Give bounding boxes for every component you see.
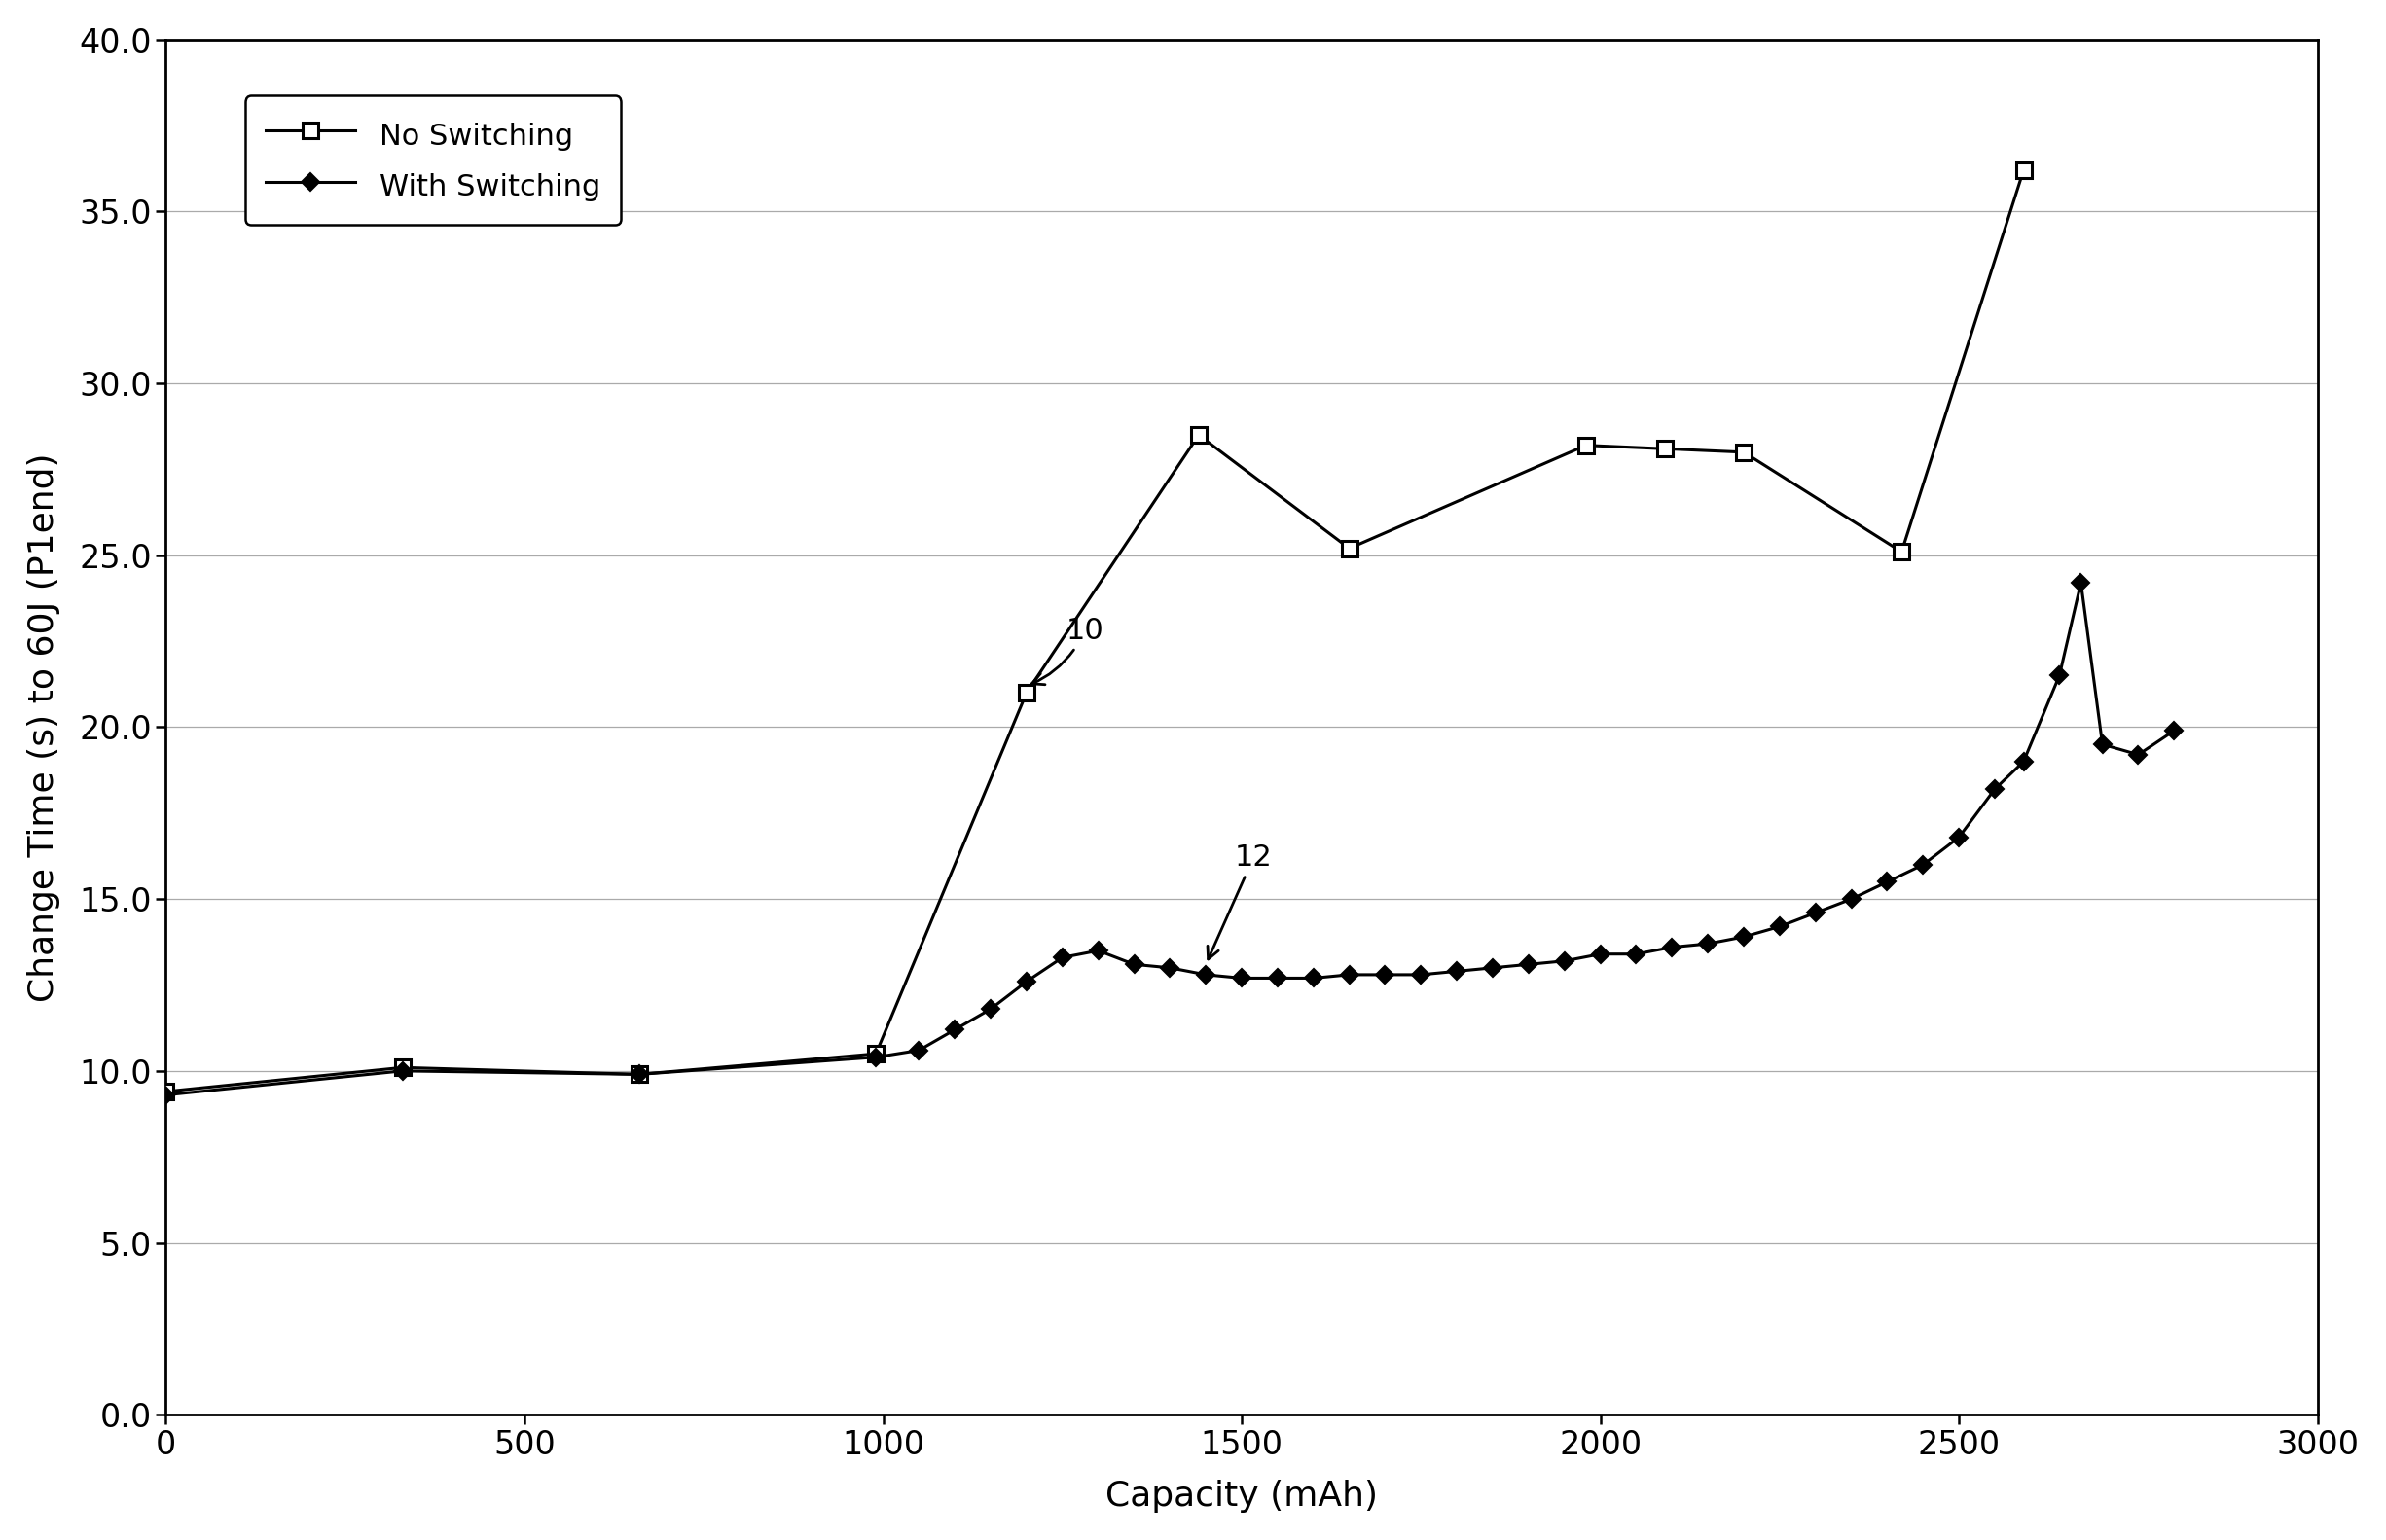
With Switching	[2088, 735, 2116, 753]
No Switching	[1572, 436, 1601, 454]
With Switching	[1837, 890, 1866, 909]
No Switching	[1651, 439, 1680, 457]
With Switching	[1119, 955, 1148, 973]
With Switching	[1658, 938, 1687, 956]
With Switching	[1336, 966, 1365, 984]
With Switching	[1262, 969, 1291, 987]
Text: 12: 12	[1207, 844, 1272, 959]
With Switching	[1622, 946, 1651, 964]
With Switching	[1083, 941, 1112, 959]
With Switching	[153, 1086, 181, 1104]
With Switching	[1766, 918, 1794, 936]
With Switching	[1587, 946, 1615, 964]
With Switching	[2066, 573, 2095, 591]
No Switching	[153, 1083, 181, 1101]
With Switching	[1408, 966, 1436, 984]
No Switching	[1887, 542, 1916, 561]
With Switching	[1945, 829, 1973, 847]
With Switching	[1047, 949, 1076, 967]
Y-axis label: Change Time (s) to 60J (P1end): Change Time (s) to 60J (P1end)	[26, 453, 60, 1001]
Line: No Switching: No Switching	[157, 163, 2030, 1100]
No Switching	[1012, 684, 1040, 702]
With Switching	[1730, 927, 1758, 946]
Line: With Switching: With Switching	[160, 576, 2181, 1101]
With Switching	[1479, 958, 1508, 976]
No Switching	[625, 1066, 654, 1084]
With Switching	[1444, 962, 1472, 981]
With Switching	[1551, 952, 1580, 970]
With Switching	[1191, 966, 1219, 984]
With Switching	[904, 1041, 933, 1060]
No Switching	[2009, 162, 2038, 180]
Legend: No Switching, With Switching: No Switching, With Switching	[246, 95, 620, 225]
With Switching	[1226, 969, 1255, 987]
With Switching	[1694, 935, 1723, 953]
With Switching	[2009, 753, 2038, 772]
With Switching	[1980, 779, 2009, 798]
With Switching	[2124, 745, 2152, 764]
With Switching	[1873, 873, 1902, 892]
Text: 10: 10	[1031, 618, 1105, 685]
With Switching	[861, 1047, 890, 1066]
With Switching	[1801, 904, 1830, 922]
With Switching	[625, 1066, 654, 1084]
With Switching	[2159, 721, 2188, 739]
With Switching	[940, 1021, 969, 1040]
No Switching	[1183, 425, 1212, 444]
With Switching	[2045, 667, 2073, 685]
With Switching	[1515, 955, 1544, 973]
With Switching	[1298, 969, 1327, 987]
No Switching	[389, 1058, 418, 1076]
With Switching	[976, 999, 1005, 1018]
X-axis label: Capacity (mAh): Capacity (mAh)	[1105, 1480, 1379, 1512]
With Switching	[1372, 966, 1401, 984]
With Switching	[389, 1061, 418, 1080]
With Switching	[1155, 958, 1183, 976]
No Switching	[1336, 539, 1365, 557]
No Switching	[1730, 444, 1758, 462]
No Switching	[861, 1044, 890, 1063]
With Switching	[1012, 972, 1040, 990]
With Switching	[1909, 855, 1937, 873]
